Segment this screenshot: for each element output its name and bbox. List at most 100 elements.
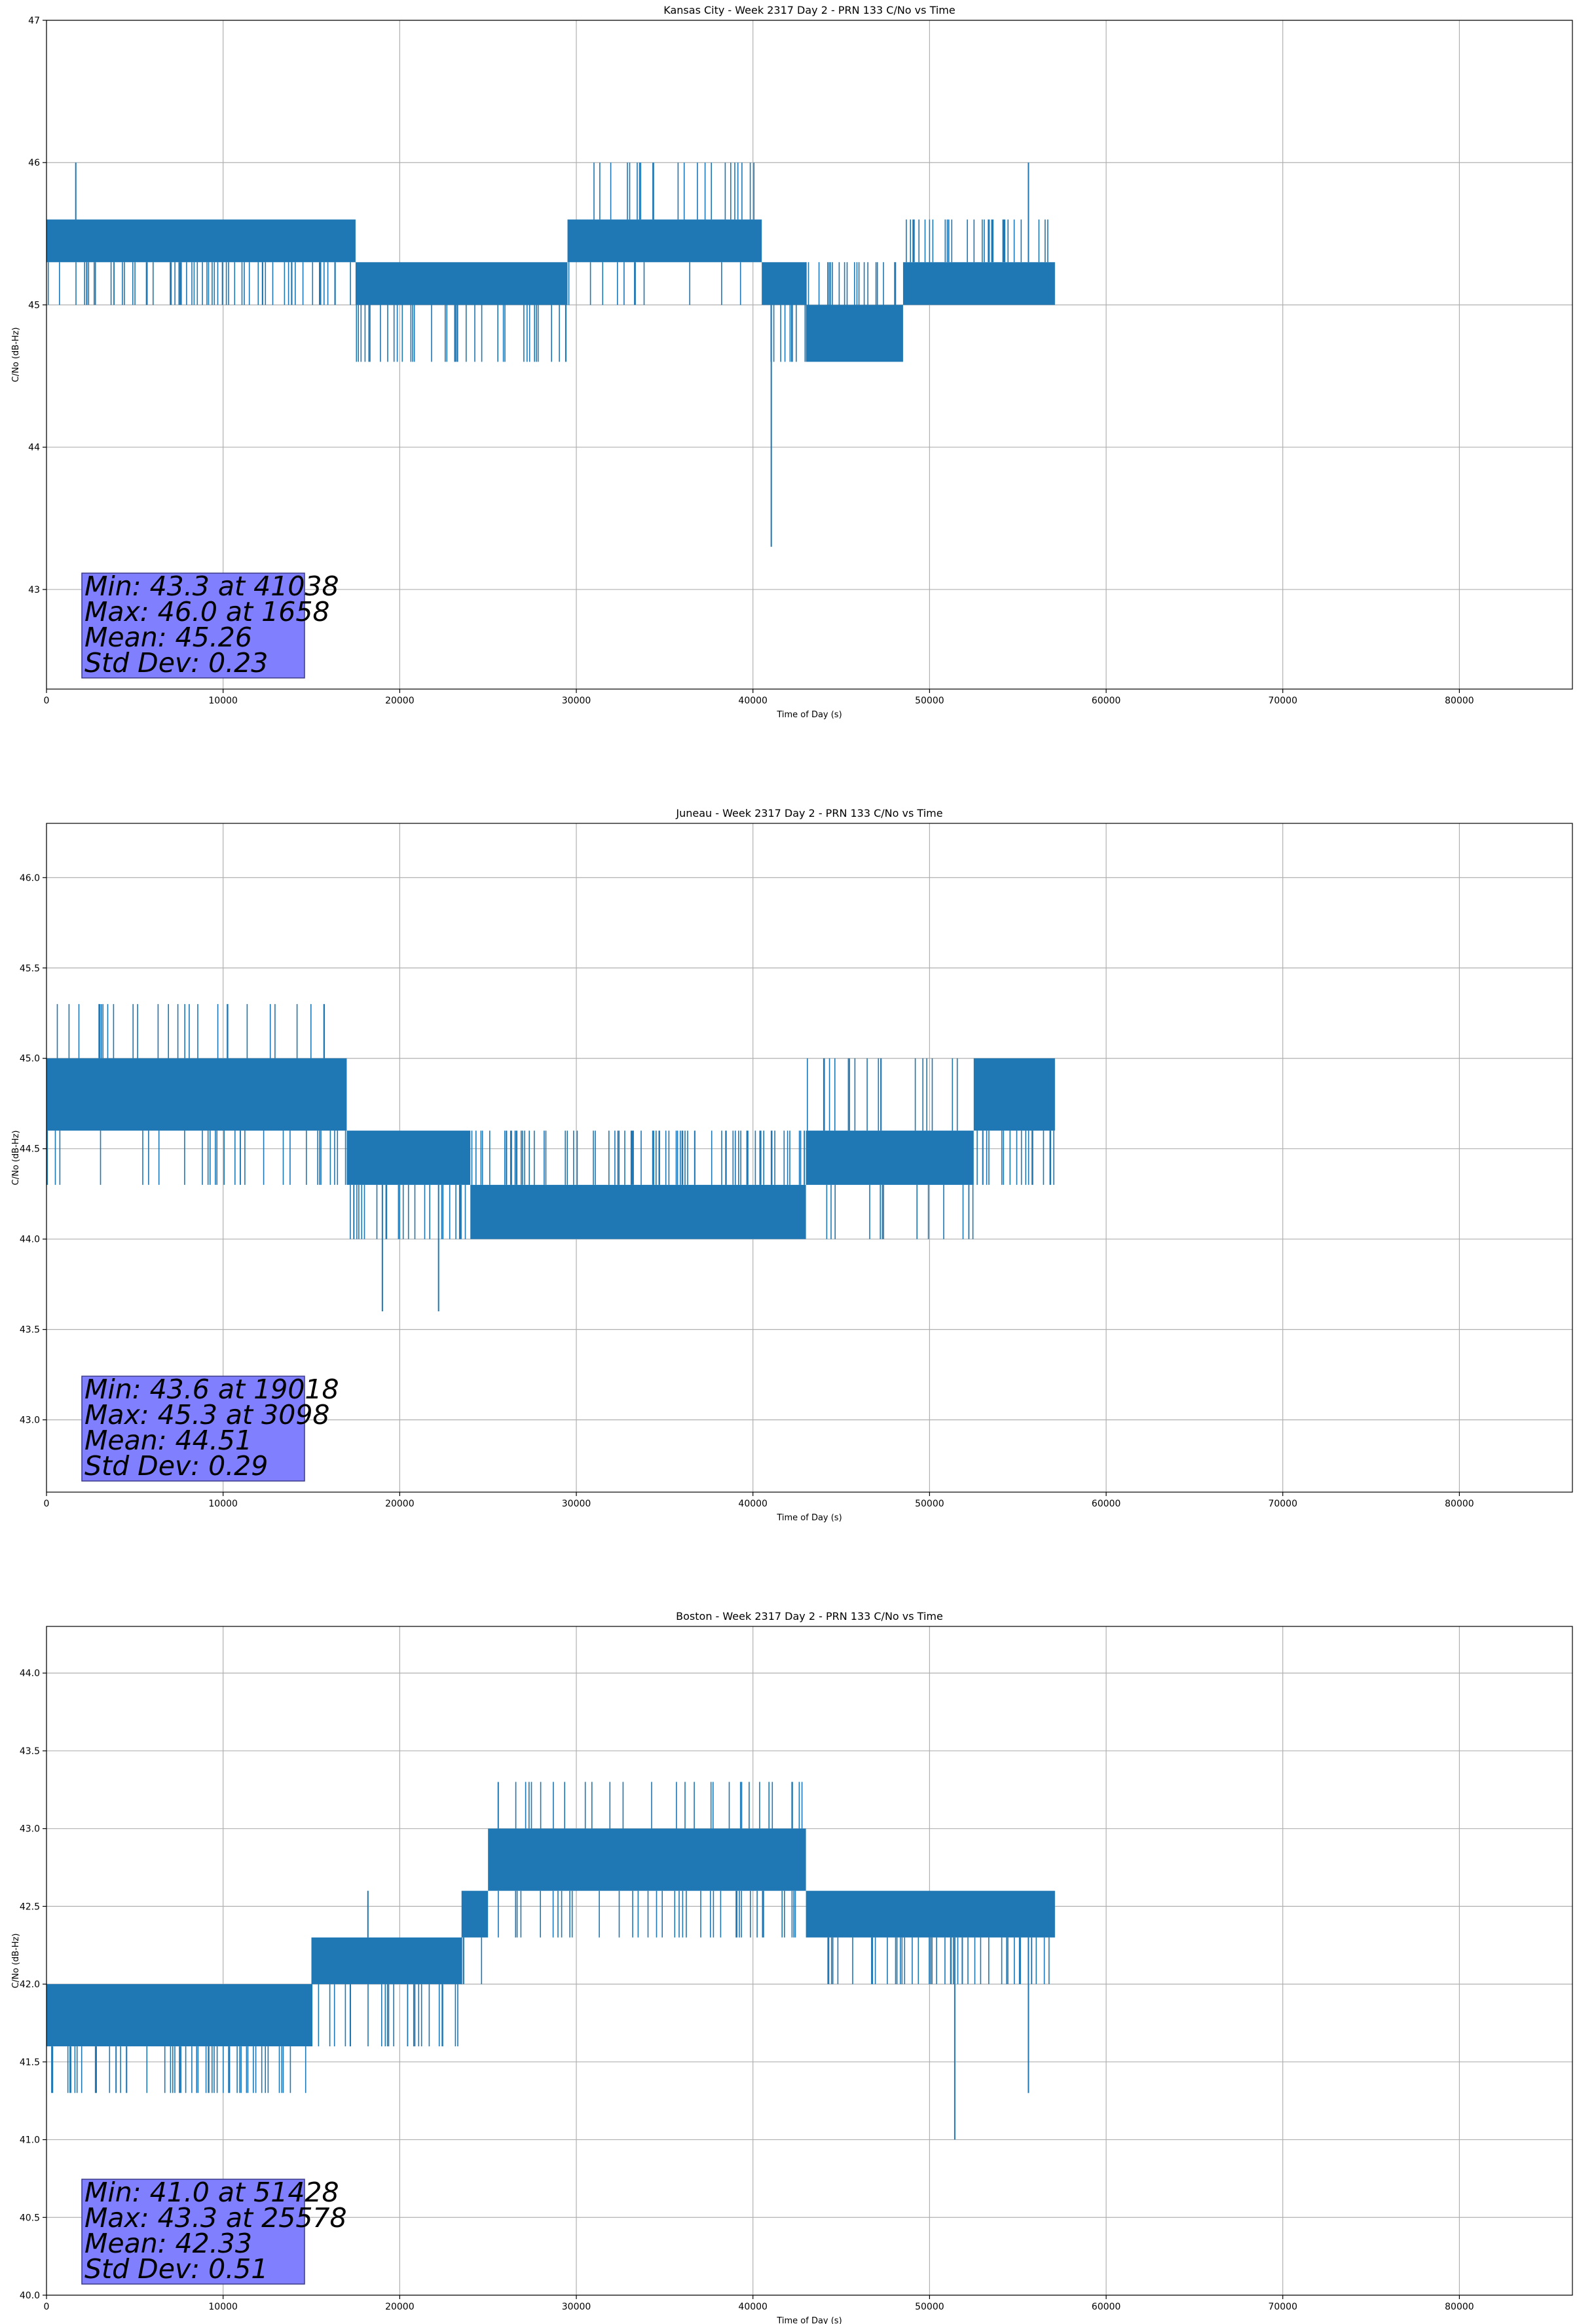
juneau-ytick-label-4: 45.0 xyxy=(20,1054,40,1064)
kansas-city-xlabel: Time of Day (s) xyxy=(776,710,842,720)
juneau-xtick-label-4: 40000 xyxy=(738,1499,768,1509)
boston-ytick-label-2: 41.0 xyxy=(20,2135,40,2146)
juneau-ytick-label-6: 46.0 xyxy=(20,873,40,884)
boston-ytick-label-1: 40.5 xyxy=(20,2213,40,2223)
kansas-city-xtick-label-7: 70000 xyxy=(1268,696,1297,706)
boston-xtick-label-1: 10000 xyxy=(208,2302,238,2312)
juneau-xtick-label-8: 80000 xyxy=(1445,1499,1474,1509)
kansas-city-transitions-2 xyxy=(568,162,754,305)
boston-stat-max: Max: 43.3 at 25578 xyxy=(84,2202,347,2234)
juneau-axes-frame xyxy=(46,823,1573,1493)
kansas-city-chart: 0 10000 20000 30000 40000 50000 60000 70000 8000… xyxy=(11,4,1573,720)
boston-xlabel: Time of Day (s) xyxy=(776,2316,842,2324)
boston-band-2 xyxy=(461,1890,489,1938)
juneau-xtick-label-0: 0 xyxy=(44,1499,50,1509)
kansas-city-band-2 xyxy=(567,219,762,263)
boston-transitions-2 xyxy=(461,1937,483,1985)
boston-transitions-0 xyxy=(51,2046,306,2093)
boston-stat-mean: Mean: 42.33 xyxy=(84,2228,252,2259)
juneau-xtick-label-3: 30000 xyxy=(562,1499,591,1509)
juneau-xtick-label-5: 50000 xyxy=(915,1499,944,1509)
juneau-band-2 xyxy=(470,1184,806,1239)
kansas-city-stats-box xyxy=(81,572,305,679)
kansas-city-axes-frame xyxy=(46,20,1573,690)
juneau-ytick-label-0: 43.0 xyxy=(20,1415,40,1426)
boston-ytick-label-5: 42.5 xyxy=(20,1902,40,1912)
boston-axes-frame xyxy=(46,1626,1573,2296)
boston-band-1 xyxy=(311,1937,462,1985)
boston-chart: 0 10000 20000 30000 40000 50000 60000 70000 8000… xyxy=(11,1610,1573,2324)
kansas-city-transitions-0 xyxy=(47,262,351,305)
kansas-city-ylabel: C/No (dB-Hz) xyxy=(11,328,21,383)
juneau-xlabel: Time of Day (s) xyxy=(776,1513,842,1523)
juneau-stat-max: Max: 45.3 at 3098 xyxy=(84,1399,330,1431)
boston-ylabel: C/No (dB-Hz) xyxy=(11,1934,21,1989)
juneau-transitions-4 xyxy=(976,1131,1054,1185)
boston-stat-min: Min: 41.0 at 51428 xyxy=(84,2177,339,2208)
boston-xtick-label-0: 0 xyxy=(44,2302,50,2312)
boston-transitions-4 xyxy=(827,1937,1050,1985)
juneau-title: Juneau - Week 2317 Day 2 - PRN 133 C/No … xyxy=(675,807,942,819)
kansas-city-xtick-label-3: 30000 xyxy=(562,696,591,706)
boston-xtick-label-6: 60000 xyxy=(1092,2302,1121,2312)
kansas-city-stat-min: Min: 43.3 at 41038 xyxy=(84,571,339,602)
juneau-ylabel: C/No (dB-Hz) xyxy=(11,1131,21,1186)
juneau-xtick-label-6: 60000 xyxy=(1092,1499,1121,1509)
kansas-city-transitions-3 xyxy=(770,305,806,362)
juneau-ytick-label-1: 43.5 xyxy=(20,1325,40,1336)
boston-stat-std: Std Dev: 0.51 xyxy=(84,2253,268,2285)
boston-band-0 xyxy=(46,1984,312,2047)
kansas-city-stat-std: Std Dev: 0.23 xyxy=(84,647,268,679)
kansas-city-stat-mean: Mean: 45.26 xyxy=(84,622,252,653)
kansas-city-stat-max: Max: 46.0 at 1658 xyxy=(84,596,330,628)
boston-ytick-label-7: 43.5 xyxy=(20,1746,40,1757)
kansas-city-xtick-label-8: 80000 xyxy=(1445,696,1474,706)
kansas-city-series-line xyxy=(46,162,1055,547)
juneau-transitions-0 xyxy=(46,1003,346,1185)
kansas-city-xtick-label-0: 0 xyxy=(44,696,50,706)
boston-xtick-label-4: 40000 xyxy=(738,2302,768,2312)
boston-transitions-1 xyxy=(311,1984,458,2047)
kansas-city-band-4 xyxy=(806,305,903,362)
juneau-ytick-label-2: 44.0 xyxy=(20,1235,40,1245)
kansas-city-title: Kansas City - Week 2317 Day 2 - PRN 133 … xyxy=(663,4,955,16)
kansas-city-band-0 xyxy=(46,219,356,263)
juneau-ytick-label-3: 44.5 xyxy=(20,1144,40,1155)
kansas-city-transitions-4 xyxy=(806,262,897,305)
boston-ytick-label-0: 40.0 xyxy=(20,2291,40,2301)
juneau-ytick-label-5: 45.5 xyxy=(20,964,40,974)
juneau-band-4 xyxy=(973,1058,1055,1131)
juneau-transitions-1 xyxy=(350,1184,466,1239)
juneau-xtick-label-1: 10000 xyxy=(208,1499,238,1509)
kansas-city-xtick-label-2: 20000 xyxy=(385,696,415,706)
boston-ytick-label-3: 41.5 xyxy=(20,2057,40,2068)
kansas-city-ytick-label-1: 44 xyxy=(28,443,40,453)
boston-ytick-label-6: 43.0 xyxy=(20,1824,40,1835)
kansas-city-band-5 xyxy=(902,262,1055,305)
juneau-band-1 xyxy=(346,1131,471,1185)
kansas-city-xtick-label-6: 60000 xyxy=(1092,696,1121,706)
kansas-city-ytick-label-4: 47 xyxy=(28,16,40,26)
juneau-stats-box xyxy=(81,1376,305,1482)
boston-xtick-label-3: 30000 xyxy=(562,2302,591,2312)
boston-band-4 xyxy=(806,1890,1055,1938)
kansas-city-transitions-5 xyxy=(906,219,1048,263)
juneau-stat-min: Min: 43.6 at 19018 xyxy=(84,1374,339,1405)
juneau-xtick-label-7: 70000 xyxy=(1268,1499,1297,1509)
boston-transitions-3 xyxy=(498,1782,803,1938)
boston-xtick-label-5: 50000 xyxy=(915,2302,944,2312)
juneau-band-3 xyxy=(806,1131,974,1185)
boston-series-line xyxy=(46,1782,1055,2140)
juneau-series-line xyxy=(46,1003,1055,1312)
boston-band-3 xyxy=(488,1828,806,1891)
juneau-stat-std: Std Dev: 0.29 xyxy=(84,1450,268,1482)
juneau-band-0 xyxy=(46,1058,347,1131)
boston-xtick-label-8: 80000 xyxy=(1445,2302,1474,2312)
juneau-transitions-3 xyxy=(807,1058,974,1239)
kansas-city-ytick-label-3: 46 xyxy=(28,158,40,168)
kansas-city-xtick-label-1: 10000 xyxy=(208,696,238,706)
kansas-city-ytick-label-0: 43 xyxy=(28,585,40,595)
kansas-city-band-3 xyxy=(762,262,806,305)
kansas-city-transitions-1 xyxy=(356,305,567,362)
kansas-city-band-1 xyxy=(355,262,568,305)
